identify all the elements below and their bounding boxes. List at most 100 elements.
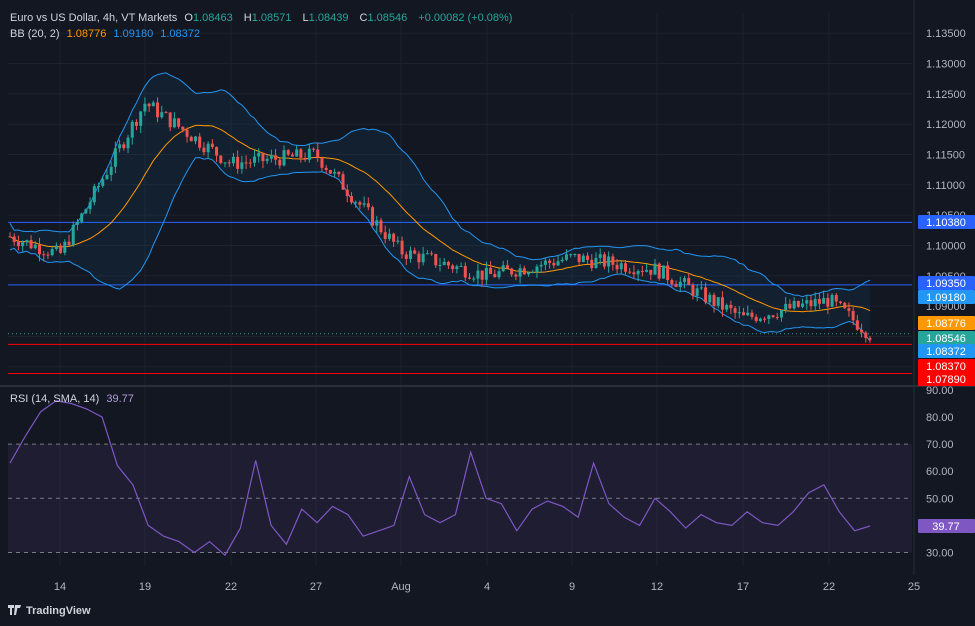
candle-body — [21, 242, 25, 247]
candle-body — [704, 287, 708, 303]
candle-body — [838, 301, 842, 303]
candle-body — [151, 102, 155, 107]
open-value: 1.08463 — [192, 12, 233, 24]
candle-body — [12, 236, 16, 242]
rsi-label: RSI (14, SMA, 14) — [10, 393, 100, 405]
candle-body — [623, 263, 627, 272]
candle-body — [548, 260, 552, 263]
price-tag-label: 1.08546 — [926, 333, 966, 345]
candle-body — [472, 278, 476, 280]
low-label: L — [302, 12, 309, 24]
time-axis[interactable]: 14 19 22 27 Aug 4 9 12 17 22 25 — [54, 581, 920, 593]
candle-body — [210, 143, 214, 147]
candle-body — [375, 220, 379, 226]
price-tick-label: 1.09000 — [926, 301, 966, 313]
candle-body — [569, 254, 573, 256]
candle-body — [805, 300, 809, 304]
time-tick-label: 9 — [569, 581, 575, 593]
change-value: +0.00082 (+0.08%) — [418, 12, 513, 24]
candle-body — [328, 170, 332, 174]
candle-body — [396, 240, 400, 242]
candle-body — [674, 284, 678, 287]
candle-body — [240, 162, 244, 169]
price-tick-label: 1.11000 — [926, 180, 965, 192]
tradingview-icon — [8, 605, 21, 615]
candle-body — [383, 232, 387, 239]
candle-body — [801, 303, 805, 307]
horizontal-levels[interactable] — [8, 221, 912, 375]
candle-body — [446, 261, 450, 266]
candle-body — [860, 329, 864, 333]
candle-body — [38, 244, 42, 255]
candle-body — [695, 288, 699, 296]
candle-body — [362, 203, 366, 205]
open-label: O — [184, 12, 193, 24]
candle-body — [248, 162, 252, 164]
candle-body — [126, 137, 130, 149]
candle-body — [661, 265, 665, 279]
candle-body — [206, 143, 210, 153]
candle-body — [560, 259, 564, 262]
bb-label: BB (20, 2) — [10, 28, 60, 40]
candle-body — [851, 310, 855, 321]
candle-body — [371, 207, 375, 226]
symbol-title: Euro vs US Dollar, 4h, VT Markets — [10, 12, 178, 24]
candle-body — [223, 162, 227, 164]
candle-body — [564, 254, 568, 260]
candle-body — [379, 220, 383, 233]
candle-body — [746, 312, 750, 316]
legend-bb[interactable]: BB (20, 2) 1.08776 1.09180 1.08372 — [10, 28, 204, 40]
candle-body — [261, 152, 265, 162]
candle-body — [712, 294, 716, 306]
candle-body — [594, 257, 598, 269]
candle-body — [649, 269, 653, 275]
candlesticks — [8, 97, 872, 343]
time-tick-label: Aug — [391, 581, 411, 593]
price-tick-label: 1.12000 — [926, 119, 966, 131]
candle-body — [92, 186, 96, 203]
candle-body — [822, 297, 826, 304]
tradingview-logo[interactable]: TradingView — [8, 605, 91, 617]
candle-body — [868, 338, 872, 340]
candle-body — [463, 265, 467, 278]
candle-body — [67, 241, 71, 246]
candle-body — [97, 185, 101, 187]
candle-body — [307, 148, 311, 160]
legend-rsi[interactable]: RSI (14, SMA, 14) 39.77 — [10, 393, 138, 405]
candle-body — [282, 150, 286, 166]
candle-body — [573, 253, 577, 255]
candle-body — [775, 317, 779, 319]
legend-main[interactable]: Euro vs US Dollar, 4h, VT Markets O1.084… — [10, 12, 516, 24]
candle-body — [577, 253, 581, 263]
candle-body — [708, 294, 712, 303]
high-value: 1.08571 — [251, 12, 292, 24]
candle-body — [366, 203, 370, 208]
candle-body — [510, 268, 514, 275]
candle-body — [358, 202, 362, 205]
time-tick-label: 4 — [484, 581, 490, 593]
rsi-tick-label: 60.00 — [926, 466, 954, 478]
candle-body — [501, 265, 505, 272]
high-label: H — [243, 12, 252, 24]
candle-body — [400, 240, 404, 255]
price-tag — [918, 290, 975, 304]
candle-body — [543, 260, 547, 265]
candle-body — [788, 303, 792, 309]
candle-body — [602, 254, 606, 267]
rsi-tick-label: 30.00 — [926, 547, 954, 559]
candle-body — [354, 202, 358, 204]
candle-body — [122, 144, 126, 149]
low-value: 1.08439 — [308, 12, 349, 24]
price-tag-label: 1.08372 — [926, 346, 966, 358]
candle-body — [156, 102, 160, 118]
rsi-tag — [918, 519, 975, 534]
candle-body — [160, 112, 164, 118]
candle-body — [847, 308, 851, 311]
close-value: 1.08546 — [367, 12, 408, 24]
candle-body — [767, 315, 771, 319]
candle-body — [50, 249, 54, 256]
candle-body — [830, 294, 834, 307]
candle-body — [455, 266, 459, 270]
